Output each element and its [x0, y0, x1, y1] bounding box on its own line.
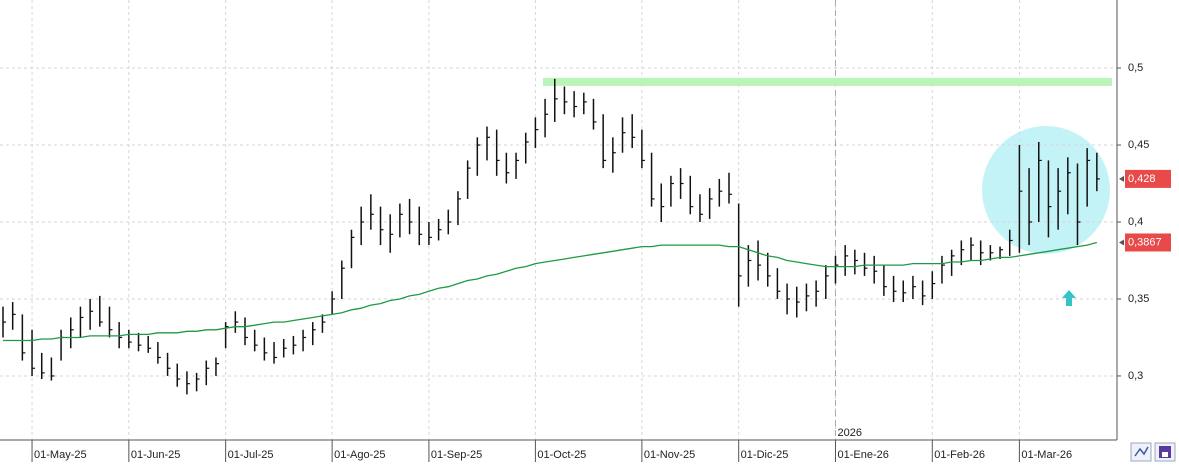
up-arrow [1062, 290, 1076, 306]
x-tick-label: 01-Jul-25 [228, 449, 274, 461]
x-tick-label: 01-Feb-26 [934, 449, 985, 461]
x-tick-label: 01-Ene-26 [837, 449, 888, 461]
y-tick-label: 0,3 [1128, 370, 1143, 382]
resistance-band [543, 77, 1112, 86]
year-label: 2026 [837, 427, 861, 439]
x-tick-label: 01-Jun-25 [131, 449, 181, 461]
last-close-label-box [1125, 169, 1171, 188]
last-close-label-pointer [1119, 175, 1124, 182]
last-close-label: 0,428 [1128, 173, 1156, 185]
x-tick-label: 01-Sep-25 [431, 449, 482, 461]
ma-last-label-pointer [1119, 239, 1124, 246]
zoom-icon [1134, 446, 1149, 457]
y-tick-label: 0,4 [1128, 216, 1143, 228]
y-tick-label: 0,35 [1128, 293, 1149, 305]
moving-average [3, 241, 1097, 342]
x-tick-label: 01-May-25 [34, 449, 87, 461]
x-tick-label: 01-Nov-25 [644, 449, 695, 461]
save-icon-detail [1162, 452, 1168, 457]
y-tick-label: 0,5 [1128, 62, 1143, 74]
plot: 2026 [0, 0, 1117, 440]
zoom-button[interactable] [1130, 442, 1152, 462]
x-tick-label: 01-Mar-26 [1021, 449, 1072, 461]
ma-last-label: 0,3867 [1128, 236, 1162, 248]
x-tick-label: 01-Oct-25 [537, 449, 586, 461]
x-tick-label: 01-Ago-25 [334, 449, 385, 461]
x-tick-label: 01-Dic-25 [741, 449, 789, 461]
ma-last-label-box [1125, 233, 1171, 252]
y-tick-label: 0,45 [1128, 139, 1149, 151]
